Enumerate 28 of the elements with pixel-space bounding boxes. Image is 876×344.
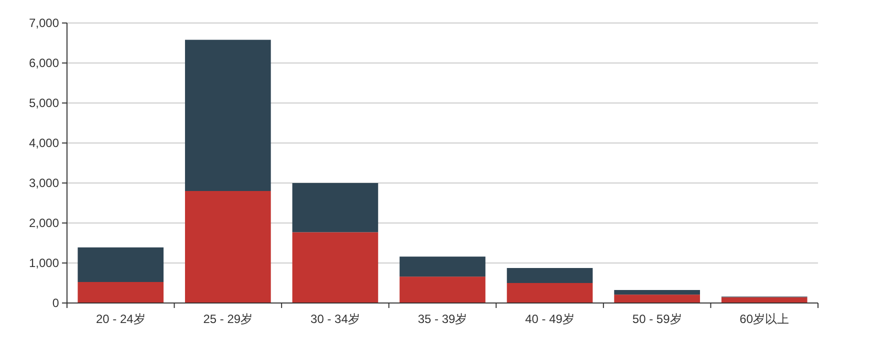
y-tick-label: 2,000 bbox=[28, 216, 60, 230]
bar bbox=[721, 297, 808, 303]
x-tick-label: 30 - 34岁 bbox=[310, 312, 360, 326]
bar bbox=[400, 256, 486, 277]
x-tick-label: 20 - 24岁 bbox=[96, 312, 146, 326]
bar bbox=[506, 268, 593, 283]
y-tick-label: 0 bbox=[52, 296, 60, 310]
y-tick-label: 4,000 bbox=[28, 136, 60, 150]
y-tick-label: 6,000 bbox=[28, 56, 60, 70]
bar bbox=[78, 247, 164, 282]
bar bbox=[185, 191, 271, 303]
y-tick-label: 1,000 bbox=[28, 256, 60, 270]
x-tick-label: 60岁以上 bbox=[740, 312, 790, 326]
bar bbox=[78, 282, 164, 303]
bar bbox=[614, 294, 700, 303]
bar bbox=[400, 276, 486, 303]
x-tick-label: 35 - 39岁 bbox=[418, 312, 468, 326]
x-tick-label: 25 - 29岁 bbox=[203, 312, 253, 326]
x-tick-label: 40 - 49岁 bbox=[525, 312, 574, 326]
x-tick-label: 50 - 59岁 bbox=[632, 312, 682, 326]
y-tick-label: 3,000 bbox=[28, 176, 60, 190]
y-tick-label: 7,000 bbox=[28, 16, 60, 30]
bar bbox=[614, 290, 700, 295]
bar bbox=[506, 283, 593, 303]
bar bbox=[292, 232, 378, 303]
bar bbox=[292, 183, 378, 232]
y-tick-label: 5,000 bbox=[28, 96, 60, 110]
bar bbox=[185, 40, 271, 191]
